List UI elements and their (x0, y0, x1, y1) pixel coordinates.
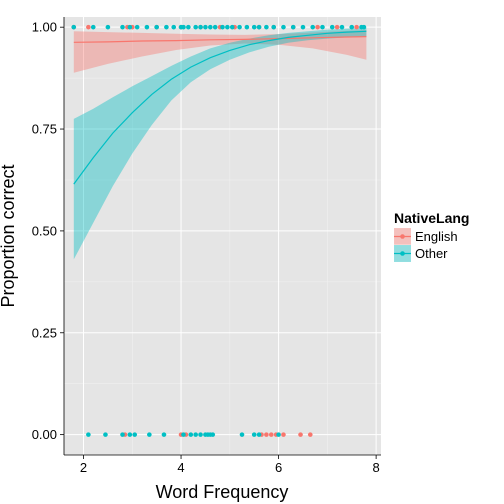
point-other (147, 432, 152, 437)
point-other (161, 432, 167, 437)
point-other (276, 432, 281, 437)
point-other (198, 432, 203, 437)
point-other (256, 432, 262, 437)
point-other (281, 24, 286, 30)
point-other (198, 24, 203, 30)
point-other (349, 24, 355, 30)
point-other (186, 24, 191, 30)
point-english (334, 24, 340, 30)
point-other (134, 24, 140, 30)
point-english (268, 432, 274, 437)
data-points (71, 24, 367, 437)
x-axis-ticks: 2 4 6 8 (80, 455, 380, 475)
legend-key-point-english (400, 234, 405, 239)
point-other (193, 432, 198, 437)
point-other (237, 24, 242, 30)
point-other (181, 24, 186, 30)
point-other (208, 24, 213, 30)
minor-gridlines (64, 17, 381, 455)
point-english (298, 432, 303, 437)
x-tick-label: 4 (177, 460, 184, 475)
point-other (320, 24, 325, 30)
ribbon-other (73, 28, 367, 260)
y-tick-label: 1.00 (32, 20, 57, 35)
x-tick-label: 6 (275, 460, 282, 475)
point-other (120, 432, 125, 437)
point-other (193, 24, 198, 30)
point-other (225, 24, 230, 30)
y-axis-ticks: 0.00 0.25 0.50 0.75 1.00 (32, 20, 64, 442)
point-english (315, 24, 320, 30)
point-other (239, 432, 245, 437)
point-other (71, 24, 77, 30)
point-other (144, 24, 150, 30)
point-other (310, 24, 316, 30)
point-other (271, 24, 277, 30)
x-tick-label: 2 (80, 460, 87, 475)
point-english (86, 24, 91, 30)
point-other (220, 24, 225, 30)
point-other (181, 432, 186, 437)
point-other (171, 24, 177, 30)
x-tick-label: 8 (373, 460, 380, 475)
point-other (103, 432, 108, 437)
point-other (251, 432, 257, 437)
major-gridlines (64, 17, 381, 455)
point-other (256, 24, 262, 30)
point-other (132, 432, 138, 437)
point-other (127, 24, 133, 30)
legend-key-point-other (400, 251, 405, 256)
point-other (361, 24, 367, 30)
point-other (264, 24, 269, 30)
y-tick-label: 0.75 (32, 122, 57, 137)
point-other (105, 24, 111, 30)
point-other (188, 432, 194, 437)
plot-panel (64, 17, 381, 455)
point-other (120, 24, 125, 30)
legend-title: NativeLang (394, 210, 469, 226)
point-other (86, 432, 91, 437)
point-other (290, 24, 296, 30)
point-other (203, 24, 208, 30)
y-tick-label: 0.00 (32, 427, 57, 442)
point-other (329, 24, 335, 30)
legend-label-english: English (415, 229, 458, 244)
y-axis-title: Proportion correct (0, 164, 18, 307)
y-tick-label: 0.50 (32, 223, 57, 238)
point-other (127, 432, 133, 437)
point-other (339, 24, 345, 30)
point-english (354, 24, 359, 30)
fit-line-other (73, 30, 367, 185)
point-english (264, 432, 269, 437)
point-other (244, 24, 250, 30)
fit-line-english (73, 36, 367, 43)
fit-lines (73, 30, 367, 185)
point-english (307, 432, 313, 437)
legend-keys: English Other (393, 227, 458, 263)
point-other (300, 24, 306, 30)
point-other (251, 24, 257, 30)
point-other (90, 24, 96, 30)
point-other (154, 24, 159, 30)
point-english (281, 432, 286, 437)
legend: NativeLang English Other (393, 210, 469, 263)
x-axis-title: Word Frequency (156, 482, 289, 502)
point-other (212, 24, 218, 30)
point-other (229, 24, 235, 30)
point-other (164, 24, 169, 30)
y-tick-label: 0.25 (32, 325, 57, 340)
point-other (210, 432, 216, 437)
legend-label-other: Other (415, 246, 448, 261)
